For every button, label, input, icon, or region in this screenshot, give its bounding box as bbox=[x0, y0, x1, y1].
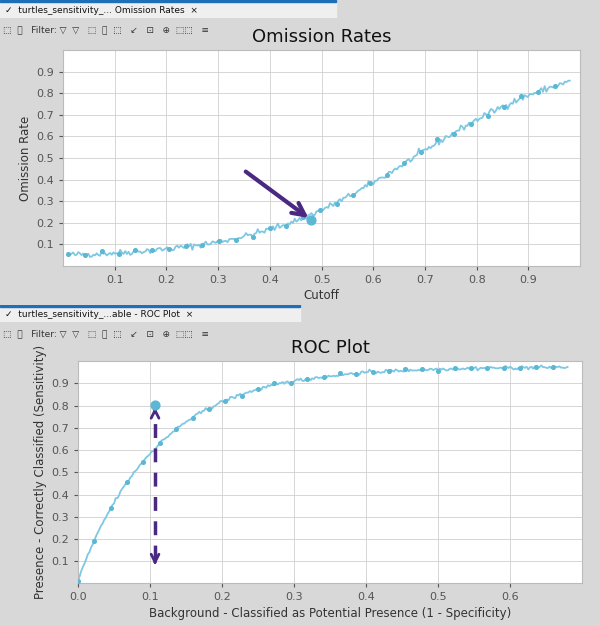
Point bbox=[433, 135, 442, 145]
Point bbox=[265, 223, 274, 233]
Point bbox=[466, 119, 476, 129]
Point bbox=[122, 477, 132, 487]
Point bbox=[106, 503, 116, 513]
Point bbox=[139, 456, 148, 466]
Point bbox=[352, 369, 361, 379]
Point bbox=[231, 235, 241, 245]
Point bbox=[114, 249, 124, 259]
Point bbox=[385, 366, 394, 376]
Point bbox=[248, 232, 257, 242]
Point bbox=[319, 372, 328, 382]
Point bbox=[188, 413, 197, 423]
Point bbox=[466, 362, 476, 372]
Point bbox=[164, 244, 173, 254]
Text: ⬚  📊   Filter: ▽  ▽   ⬚  📊  ⬚   ↙   ⊡   ⊕  ⬚⬚   ≡: ⬚ 📊 Filter: ▽ ▽ ⬚ 📊 ⬚ ↙ ⊡ ⊕ ⬚⬚ ≡ bbox=[3, 25, 209, 34]
Point bbox=[450, 363, 460, 373]
Point bbox=[433, 366, 443, 376]
Point bbox=[221, 396, 230, 406]
Point bbox=[172, 424, 181, 434]
Point bbox=[155, 438, 164, 448]
Point bbox=[64, 249, 73, 259]
Point bbox=[335, 368, 345, 378]
Text: ✓  turtles_sensitivity_... Omission Rates  ×: ✓ turtles_sensitivity_... Omission Rates… bbox=[5, 6, 197, 14]
Point bbox=[399, 158, 409, 168]
Point bbox=[130, 245, 140, 255]
Point bbox=[306, 215, 316, 225]
Bar bbox=[0, 305, 300, 322]
Y-axis label: Presence - Correctly Classified (Sensitivity): Presence - Correctly Classified (Sensiti… bbox=[34, 346, 47, 599]
X-axis label: Background - Classified as Potential Presence (1 - Specificity): Background - Classified as Potential Pre… bbox=[149, 607, 511, 620]
Point bbox=[483, 111, 493, 121]
Point bbox=[237, 391, 247, 401]
Y-axis label: Omission Rate: Omission Rate bbox=[19, 115, 32, 201]
Title: ROC Plot: ROC Plot bbox=[290, 339, 370, 357]
Point bbox=[499, 362, 509, 372]
Point bbox=[416, 148, 425, 158]
Point bbox=[269, 378, 279, 388]
Bar bbox=[0, 0, 336, 18]
Point bbox=[315, 205, 325, 215]
Point bbox=[97, 246, 107, 256]
Title: Omission Rates: Omission Rates bbox=[252, 28, 391, 46]
Point bbox=[298, 212, 308, 222]
Point bbox=[517, 91, 526, 101]
Text: ⬚  📊   Filter: ▽  ▽   ⬚  📊  ⬚   ↙   ⊡   ⊕  ⬚⬚   ≡: ⬚ 📊 Filter: ▽ ▽ ⬚ 📊 ⬚ ↙ ⊡ ⊕ ⬚⬚ ≡ bbox=[3, 329, 209, 338]
Point bbox=[482, 363, 492, 373]
Point bbox=[197, 240, 207, 250]
Point bbox=[181, 241, 190, 251]
Point bbox=[204, 404, 214, 414]
X-axis label: Cutoff: Cutoff bbox=[304, 289, 340, 302]
Point bbox=[401, 364, 410, 374]
Point bbox=[147, 245, 157, 255]
Point bbox=[449, 129, 459, 139]
Point bbox=[73, 576, 83, 586]
Point bbox=[515, 362, 525, 372]
Point bbox=[500, 102, 509, 112]
Point bbox=[281, 222, 291, 232]
Point bbox=[286, 377, 296, 387]
Point bbox=[368, 367, 377, 377]
Point bbox=[382, 170, 392, 180]
Point bbox=[532, 362, 541, 372]
Point bbox=[89, 536, 99, 546]
Point bbox=[80, 250, 90, 260]
Text: ✓  turtles_sensitivity_...able - ROC Plot  ×: ✓ turtles_sensitivity_...able - ROC Plot… bbox=[5, 310, 193, 319]
Point bbox=[365, 178, 375, 188]
Point bbox=[417, 364, 427, 374]
Point bbox=[302, 374, 312, 384]
Point bbox=[332, 199, 341, 209]
Point bbox=[253, 384, 263, 394]
Point bbox=[533, 86, 543, 96]
Point bbox=[349, 190, 358, 200]
Point bbox=[548, 362, 557, 372]
Point bbox=[214, 237, 224, 247]
Bar bbox=[0, 0, 336, 2]
Point bbox=[150, 399, 160, 409]
Bar bbox=[0, 305, 300, 307]
Point bbox=[550, 81, 560, 91]
